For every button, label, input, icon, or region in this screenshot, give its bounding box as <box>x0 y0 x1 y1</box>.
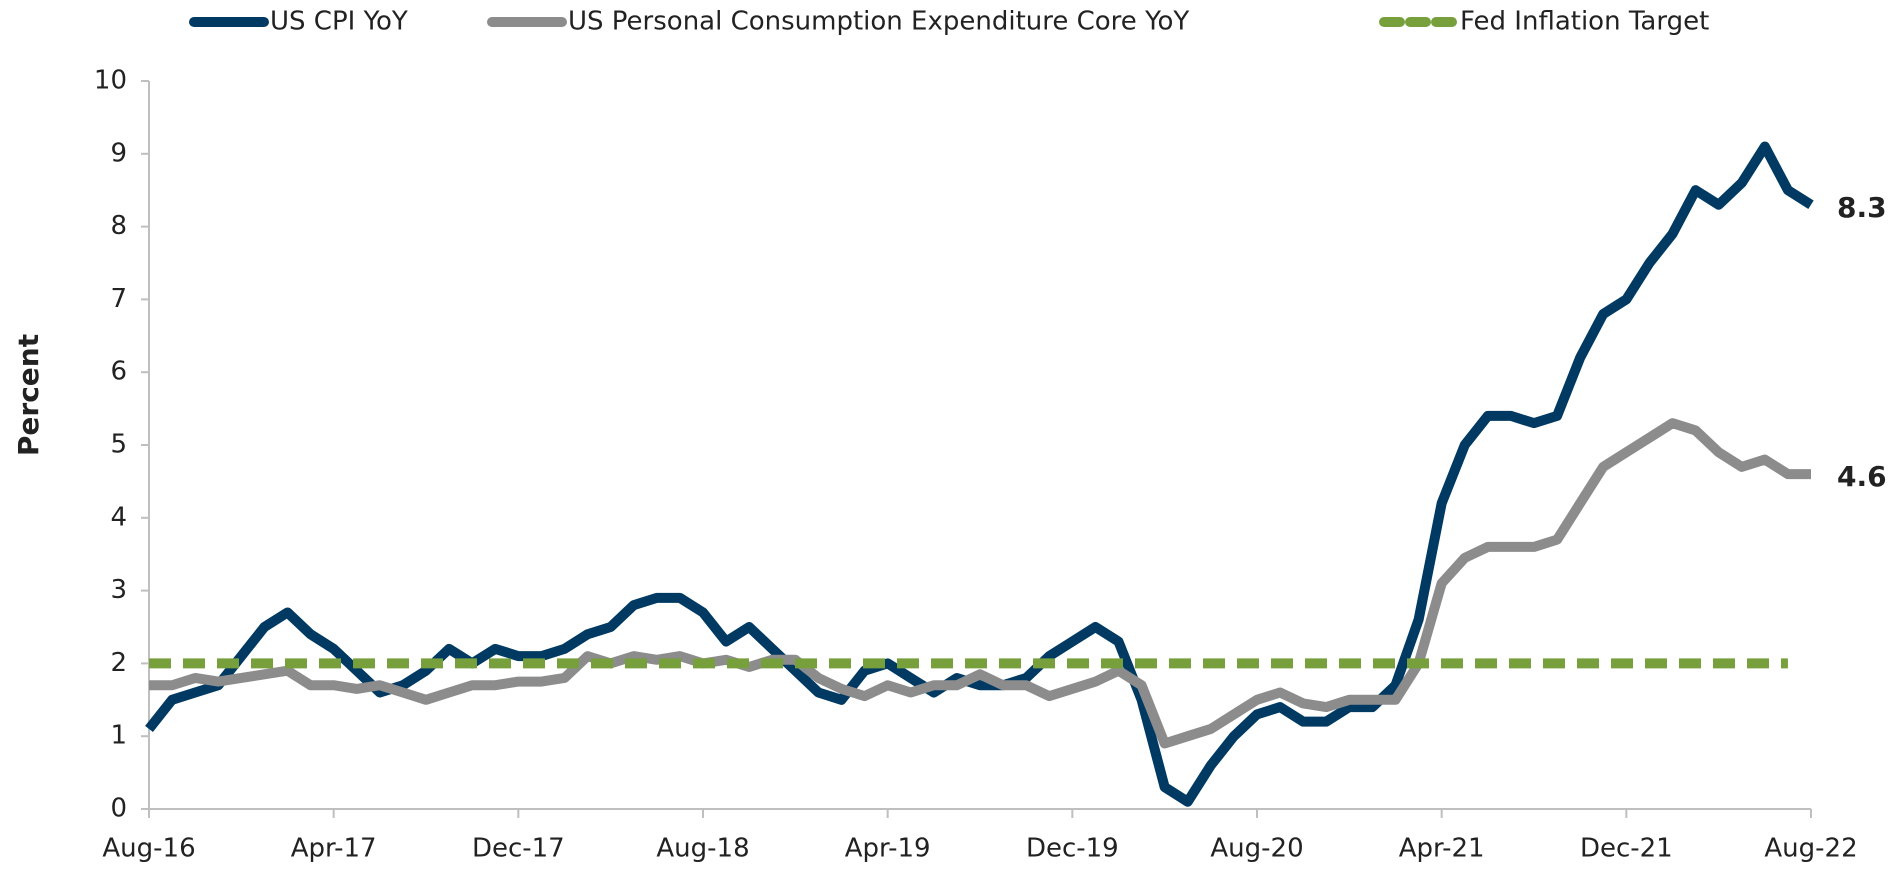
x-tick-label: Aug-22 <box>1764 834 1857 864</box>
x-tick-label: Dec-19 <box>1026 834 1119 864</box>
y-tick-label: 1 <box>110 721 127 751</box>
y-tick-label: 8 <box>110 211 127 241</box>
y-tick-label: 6 <box>110 357 127 387</box>
y-axis-label: Percent <box>12 334 45 456</box>
legend-label: US CPI YoY <box>270 7 408 37</box>
y-tick-label: 2 <box>110 648 127 678</box>
end-label: 8.3 <box>1837 191 1887 224</box>
series-line <box>145 141 1814 807</box>
x-tick-label: Aug-20 <box>1210 834 1303 864</box>
x-tick-label: Dec-21 <box>1580 834 1673 864</box>
y-tick-label: 5 <box>110 430 127 460</box>
y-tick-label: 10 <box>94 66 127 96</box>
y-tick-label: 4 <box>110 502 127 532</box>
y-tick-label: 3 <box>110 575 127 605</box>
y-tick-label: 9 <box>110 138 127 168</box>
y-tick-label: 7 <box>110 284 127 314</box>
x-tick-label: Apr-19 <box>845 834 931 864</box>
x-tick-label: Aug-18 <box>656 834 749 864</box>
series-line <box>149 418 1811 749</box>
legend-label: US Personal Consumption Expenditure Core… <box>568 7 1189 37</box>
legend-label: Fed Inflation Target <box>1460 7 1709 37</box>
y-tick-label: 0 <box>110 794 127 824</box>
x-tick-label: Apr-21 <box>1399 834 1485 864</box>
x-tick-label: Aug-16 <box>102 834 195 864</box>
x-tick-label: Apr-17 <box>291 834 377 864</box>
end-label: 4.6 <box>1837 460 1887 493</box>
x-tick-label: Dec-17 <box>472 834 565 864</box>
